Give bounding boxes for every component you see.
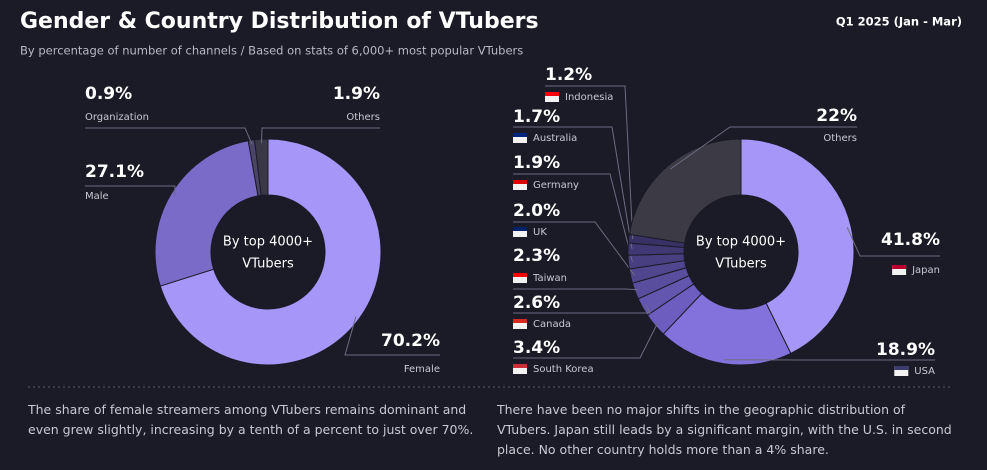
center-label: VTubers [715, 257, 767, 272]
center-label: By top 4000+ [223, 235, 313, 250]
category-label: Male [85, 191, 109, 202]
flag [894, 366, 909, 376]
value-label: 22% [816, 106, 857, 126]
leader-line [669, 126, 857, 170]
value-label: 3.4% [513, 338, 560, 358]
leader-line [513, 126, 633, 250]
flag [513, 319, 527, 329]
value-label: 41.8% [881, 230, 940, 250]
segment [253, 138, 269, 196]
value-label: 1.9% [333, 84, 380, 104]
value-label: 18.9% [876, 340, 935, 360]
flag [513, 227, 527, 231]
category-label: Indonesia [565, 92, 613, 103]
leader-line [513, 305, 651, 314]
flag [545, 92, 559, 96]
flag [513, 180, 527, 184]
category-label: Others [346, 112, 380, 123]
value-label: 27.1% [85, 162, 144, 182]
segment [628, 138, 742, 244]
note: The share of female streamers among VTub… [28, 402, 474, 437]
title: Gender & Country Distribution of VTubers [20, 9, 539, 34]
flag [513, 273, 527, 277]
value-label: 2.3% [513, 246, 560, 266]
value-label: 1.9% [513, 153, 560, 173]
leader-line [513, 288, 639, 291]
segment [159, 138, 382, 366]
leader-line [261, 127, 380, 144]
flag [545, 92, 559, 102]
category-label: Japan [911, 265, 940, 276]
leader-line [85, 127, 253, 145]
leader-line [846, 227, 940, 257]
note: There have been no major shifts in the g… [497, 402, 952, 457]
flag [513, 364, 527, 374]
value-label: 1.7% [513, 107, 560, 127]
category-label: UK [533, 227, 547, 238]
leader-line [545, 85, 634, 240]
leader-line [85, 185, 176, 196]
value-label: 1.2% [545, 65, 592, 85]
flag [894, 366, 909, 370]
category-label: Taiwan [532, 273, 567, 284]
flag [513, 364, 527, 368]
category-label: USA [914, 366, 935, 377]
category-label: Organization [85, 112, 149, 123]
category-label: Canada [533, 319, 571, 330]
segment [154, 140, 259, 287]
value-label: 2.6% [513, 293, 560, 313]
leader-line [513, 322, 659, 359]
flag [513, 319, 527, 323]
value-label: 0.9% [85, 84, 132, 104]
flag [892, 265, 907, 275]
flag [513, 273, 527, 283]
flag [513, 227, 527, 237]
flag [513, 180, 527, 190]
category-label: Australia [533, 133, 577, 144]
value-label: 2.0% [513, 201, 560, 221]
flag [892, 265, 907, 269]
period: Q1 2025 (Jan - Mar) [836, 15, 962, 29]
flag [513, 133, 527, 137]
category-label: Female [404, 364, 440, 375]
segment [740, 138, 855, 355]
leader-line [513, 173, 633, 262]
leader-line [344, 316, 440, 356]
value-label: 70.2% [381, 331, 440, 351]
center-label: VTubers [242, 257, 294, 272]
flag [513, 133, 527, 143]
center-label: By top 4000+ [696, 235, 786, 250]
category-label: Others [823, 133, 857, 144]
category-label: South Korea [533, 364, 594, 375]
subtitle: By percentage of number of channels / Ba… [20, 44, 523, 58]
category-label: Germany [533, 180, 579, 191]
leader-line [513, 221, 635, 276]
